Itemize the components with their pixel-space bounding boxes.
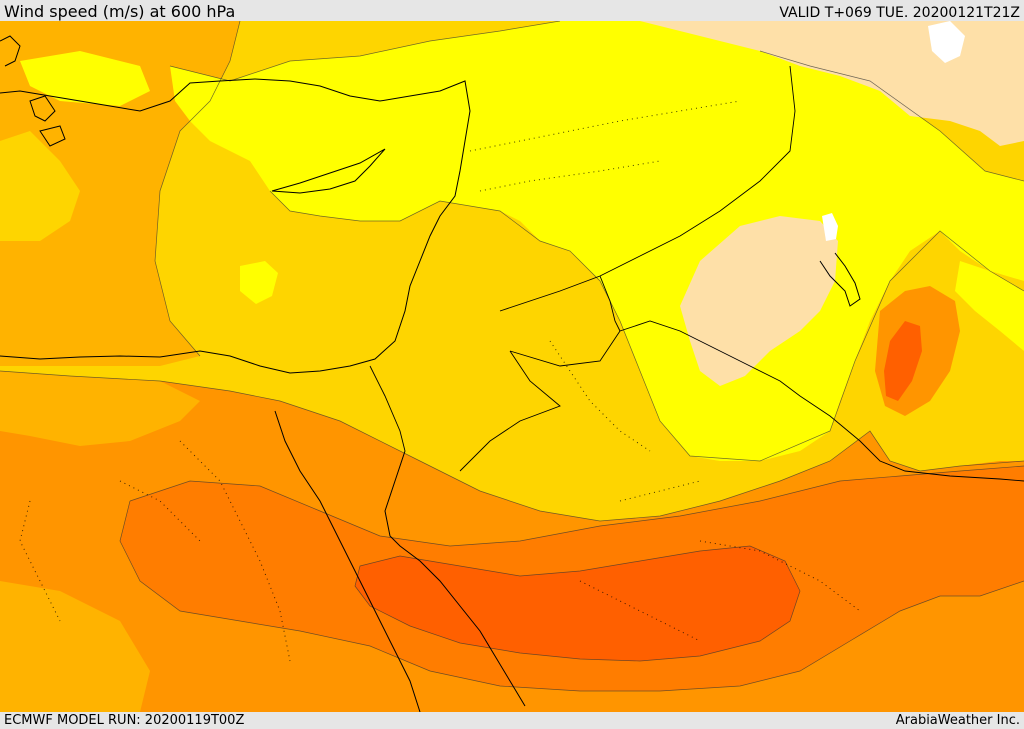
map-header: Wind speed (m/s) at 600 hPa VALID T+069 … (0, 0, 1024, 21)
model-run-label: ECMWF MODEL RUN: 20200119T00Z (4, 713, 245, 728)
contour-line-light-south (269, 190, 1024, 462)
map-canvas (0, 21, 1024, 712)
no-data-patch-north (928, 21, 965, 63)
contour-line-very-strong (119, 465, 1024, 692)
wind-speed-map[interactable] (0, 21, 1024, 712)
coastline-red-sea-east (384, 450, 526, 707)
credit-label: ArabiaWeather Inc. (895, 713, 1020, 728)
band-light (170, 21, 1024, 461)
coastline-red-sea-west (274, 410, 421, 712)
no-data-patch-east (822, 213, 838, 241)
map-title: Wind speed (m/s) at 600 hPa (4, 2, 236, 21)
band-strongest-east-patch (884, 321, 922, 401)
band-moderate-strong-south (0, 581, 150, 712)
band-calm-northeast (640, 21, 1024, 146)
band-strongest (355, 546, 800, 661)
band-light-east-strip (955, 261, 1024, 351)
band-light-north-blob (20, 51, 150, 106)
coastline-persian-gulf (819, 252, 861, 307)
contour-line-light (169, 21, 1024, 182)
valid-time-label: VALID T+069 TUE. 20200121T21Z (779, 5, 1020, 21)
band-moderate-strong-west-inner (0, 131, 80, 241)
coastline-mediterranean (0, 78, 471, 374)
band-calm-iraq (680, 216, 838, 386)
contour-line-strongest (354, 545, 801, 662)
border-lines (369, 65, 1024, 482)
coastline-cyprus (271, 148, 386, 194)
coastline-aegean (0, 35, 66, 147)
band-light-west-blob (240, 261, 278, 304)
map-footer: ECMWF MODEL RUN: 20200119T00Z ArabiaWeat… (0, 712, 1024, 729)
contour-line-strong (0, 370, 1024, 522)
band-moderate-strong-southwest (0, 371, 200, 446)
contour-line-west (154, 21, 241, 357)
